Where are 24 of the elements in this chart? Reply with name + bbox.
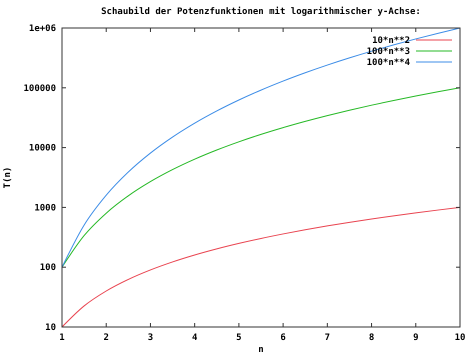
y-tick-label: 10	[45, 323, 56, 333]
legend-label: 100*n**3	[366, 47, 410, 57]
legend-label: 100*n**4	[366, 58, 411, 68]
y-tick-label: 1e+06	[28, 24, 56, 34]
y-tick-label: 100000	[23, 84, 56, 94]
x-tick-label: 5	[236, 333, 242, 343]
x-tick-label: 1	[59, 333, 65, 343]
line-series	[62, 28, 460, 268]
x-tick-label: 4	[192, 333, 198, 343]
y-tick-label: 1000	[34, 203, 56, 214]
x-tick-label: 8	[368, 333, 374, 343]
legend-label: 10*n**2	[372, 36, 410, 46]
y-tick-label: 100	[40, 263, 56, 274]
x-axis-title: n	[258, 345, 264, 355]
x-tick-label: 9	[413, 333, 418, 343]
y-axis-title: T(n)	[3, 166, 13, 188]
x-tick-label: 2	[104, 333, 109, 343]
x-tick-label: 6	[280, 333, 286, 343]
x-tick-label: 10	[454, 333, 466, 343]
x-tick-label: 3	[148, 333, 154, 343]
x-tick-label: 7	[324, 333, 330, 343]
line-series	[62, 87, 460, 268]
y-tick-label: 10000	[28, 144, 56, 154]
chart-title: Schaubild der Potenzfunktionen mit logarithmischer y-Achse:	[101, 6, 421, 17]
